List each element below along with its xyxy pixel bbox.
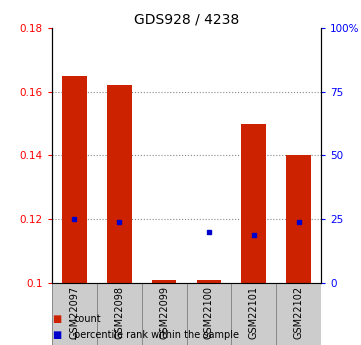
Bar [197, 280, 221, 283]
Bar [231, 283, 276, 345]
Text: GSM22102: GSM22102 [293, 286, 304, 339]
Text: ■: ■ [52, 330, 61, 340]
Bar [286, 156, 311, 283]
Text: count: count [74, 314, 101, 324]
Text: GSM22100: GSM22100 [204, 286, 214, 339]
Bar [142, 283, 187, 345]
Text: GSM22099: GSM22099 [159, 286, 169, 339]
Bar [187, 283, 231, 345]
Text: percentile rank within the sample: percentile rank within the sample [74, 330, 239, 340]
Bar [62, 76, 87, 283]
Bar [276, 283, 321, 345]
Bar [52, 283, 97, 345]
Bar [97, 283, 142, 345]
Title: GDS928 / 4238: GDS928 / 4238 [134, 13, 239, 27]
Text: GSM22097: GSM22097 [69, 286, 79, 339]
Text: GSM22101: GSM22101 [249, 286, 259, 339]
Bar [242, 124, 266, 283]
Text: GSM22098: GSM22098 [114, 286, 124, 339]
Bar [152, 280, 177, 283]
Text: ■: ■ [52, 314, 61, 324]
Bar [107, 85, 131, 283]
